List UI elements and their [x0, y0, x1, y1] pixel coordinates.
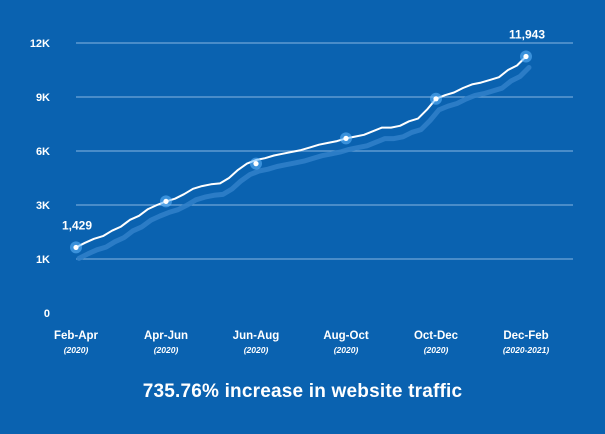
- series-line-shadow: [76, 65, 532, 261]
- x-tick-sublabel: (2020-2021): [503, 345, 549, 355]
- x-tick-sublabel: (2020): [424, 345, 449, 355]
- y-tick-label: 9K: [36, 92, 50, 104]
- x-tick-sublabel: (2020): [244, 345, 269, 355]
- x-tick-label: Dec-Feb: [503, 330, 548, 342]
- y-tick-label: 3K: [36, 200, 50, 212]
- y-axis-ticks: 0 1K 3K 6K 9K 12K: [30, 38, 50, 320]
- series: [75, 55, 532, 261]
- y-tick-label: 0: [44, 308, 50, 320]
- data-label: 1,429: [62, 218, 92, 232]
- x-tick-label: Aug-Oct: [323, 330, 369, 342]
- chart-caption: 735.76% increase in website traffic: [142, 381, 463, 402]
- data-point: [163, 198, 169, 204]
- x-tick-sublabel: (2020): [334, 345, 359, 355]
- y-tick-label: 6K: [36, 146, 50, 158]
- x-tick-sublabel: (2020): [64, 345, 89, 355]
- data-point: [73, 244, 79, 251]
- data-point: [253, 161, 259, 167]
- data-label: 11,943: [509, 28, 545, 42]
- gridlines: [76, 42, 573, 260]
- series-line: [75, 55, 527, 249]
- markers: 1,429 11,943: [62, 28, 545, 254]
- data-point: [523, 53, 529, 60]
- x-tick-label: Apr-Jun: [144, 330, 188, 342]
- y-tick-label: 12K: [30, 38, 50, 50]
- x-tick-label: Oct-Dec: [414, 330, 459, 342]
- data-point: [343, 135, 349, 141]
- x-tick-sublabel: (2020): [154, 345, 179, 355]
- data-point: [433, 96, 439, 102]
- y-tick-label: 1K: [36, 254, 50, 266]
- x-axis-ticks: Feb-Apr (2020) Apr-Jun (2020) Jun-Aug (2020) A…: [54, 330, 549, 355]
- x-tick-label: Feb-Apr: [54, 330, 99, 342]
- x-tick-label: Jun-Aug: [233, 330, 280, 342]
